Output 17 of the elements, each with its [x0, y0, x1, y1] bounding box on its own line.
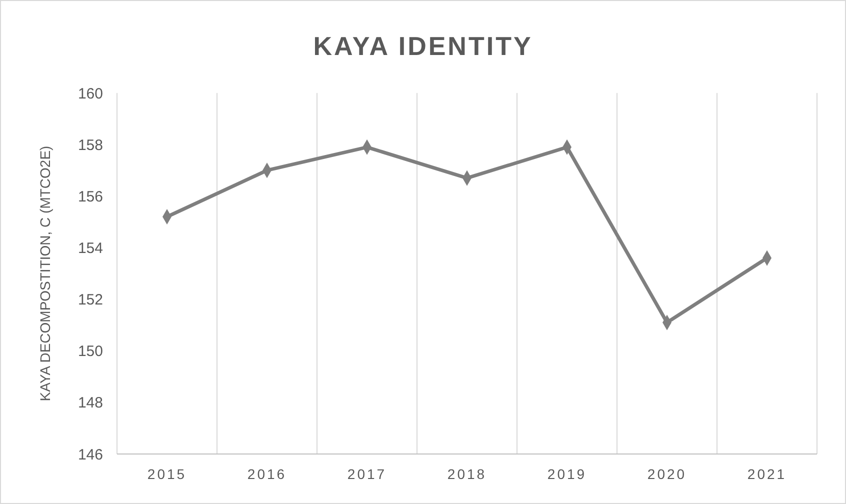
y-tick-label: 148	[78, 394, 103, 412]
chart-title: KAYA IDENTITY	[313, 31, 533, 61]
x-tick-label: 2015	[147, 466, 187, 482]
y-tick-label: 160	[78, 85, 103, 102]
x-tick-label: 2017	[347, 466, 387, 482]
x-tick-label: 2016	[247, 466, 287, 482]
y-tick-label: 146	[78, 446, 103, 464]
x-tick-label: 2019	[547, 466, 587, 482]
x-tick-label: 2021	[747, 466, 787, 482]
y-tick-label: 152	[78, 292, 103, 309]
y-axis-title: KAYA DECOMPOSTITION, C (MTCO2E)	[37, 146, 53, 402]
y-tick-label: 158	[78, 136, 103, 154]
y-tick-label: 154	[78, 240, 103, 257]
y-tick-label: 156	[78, 188, 103, 206]
x-tick-label: 2020	[647, 466, 687, 482]
y-tick-label: 150	[78, 343, 103, 360]
x-tick-label: 2018	[447, 466, 487, 482]
